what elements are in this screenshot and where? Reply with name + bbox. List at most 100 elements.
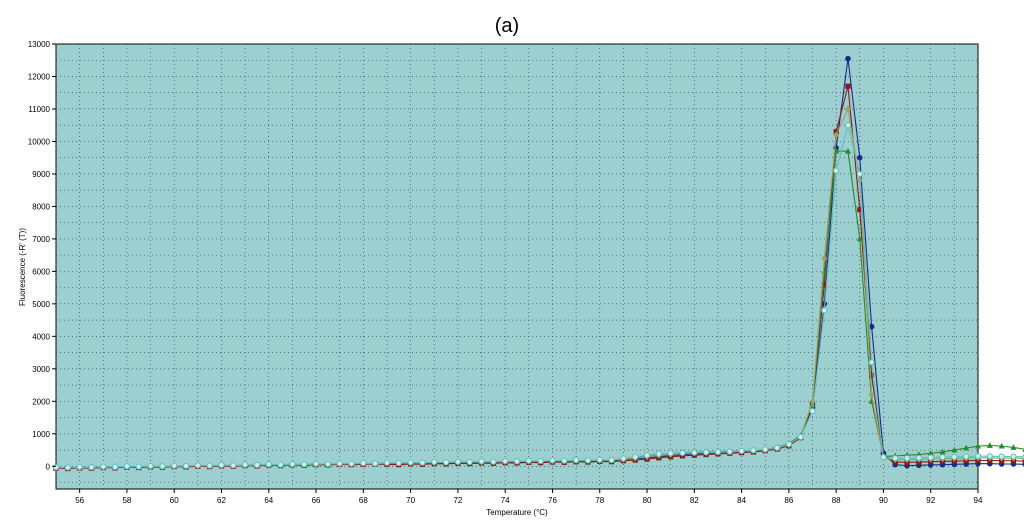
x-tick-label: 68 [359,496,368,505]
data-point [573,456,580,464]
data-point [762,446,769,453]
data-point [360,459,367,467]
data-point [892,455,899,462]
data-point [596,456,603,463]
x-tick-label: 82 [690,496,699,505]
data-point [868,359,875,366]
data-point [324,460,331,468]
x-tick-label: 62 [217,496,226,505]
data-point [869,372,875,378]
data-point [726,448,733,455]
data-point [407,459,414,466]
y-tick-label: 7000 [32,235,50,244]
y-tick-label: 5000 [32,300,50,309]
x-tick-label: 84 [737,496,746,505]
data-point [253,461,261,469]
data-point [998,442,1005,449]
data-point [998,453,1005,460]
data-point [242,461,249,468]
x-tick-label: 76 [548,496,557,505]
data-point [336,460,343,467]
data-point [927,450,934,456]
data-point [821,255,828,262]
data-point [265,461,272,468]
y-tick-label: 8000 [32,202,50,211]
data-point [927,454,934,461]
data-point [230,462,237,469]
x-tick-label: 90 [879,496,888,505]
data-point [100,463,107,470]
data-point [868,391,875,399]
y-tick-label: 10000 [28,137,51,146]
x-axis-ticks: 56 58 60 62 64 66 68 70 72 74 76 78 80 82 84 86 88 90 92 94 [75,489,983,505]
y-axis-label: Fluorescence (-R' (T)) [18,228,27,306]
x-tick-label: 72 [453,496,462,505]
data-point [159,463,166,470]
data-point [986,442,993,448]
data-point [868,323,875,330]
data-point [974,453,982,460]
data-point [856,235,863,242]
data-point [915,454,922,461]
data-point [856,170,863,178]
series-5 [52,122,1024,471]
data-point [64,464,71,471]
data-point [502,457,509,465]
x-tick-label: 66 [312,496,321,505]
series-layer [52,55,1024,472]
data-point [951,453,958,460]
data-point [147,462,154,470]
data-point [383,459,391,466]
data-point [821,281,827,287]
data-point [289,460,296,468]
y-tick-label: 12000 [28,72,51,81]
y-tick-label: 6000 [32,267,50,276]
data-point [76,463,83,471]
data-point [785,441,792,448]
x-tick-label: 60 [170,496,179,505]
data-point [490,458,497,465]
data-point [52,464,60,471]
x-tick-label: 58 [122,496,131,505]
data-point [525,457,532,464]
x-tick-label: 64 [264,496,273,505]
data-point [608,456,615,464]
data-point [171,462,178,469]
data-point [856,154,863,161]
x-tick-label: 88 [832,496,841,505]
data-point [1010,444,1017,450]
x-tick-label: 86 [784,496,793,505]
chart-title: (a) [495,15,519,37]
y-tick-label: 4000 [32,332,50,341]
data-point [821,307,828,314]
data-point [194,462,201,469]
data-point [655,450,662,458]
data-point [348,460,355,467]
plot-area [55,43,979,490]
data-point [844,147,851,154]
data-point [632,453,639,460]
y-tick-label: 11000 [28,105,50,114]
data-point [206,462,213,469]
data-point [691,449,698,456]
data-point [277,461,284,468]
y-tick-label: 9000 [32,170,50,179]
data-point [442,459,450,466]
data-point [123,463,131,470]
y-tick-label: 3000 [32,365,50,374]
data-point [395,459,402,467]
grid-lines [55,43,979,489]
data-point [466,458,473,466]
data-point [857,207,863,213]
data-point [986,453,993,460]
data-point [549,457,556,464]
data-point [513,458,521,465]
x-tick-label: 94 [974,496,983,505]
data-point [844,105,851,113]
data-point [939,448,946,455]
data-point [537,457,544,465]
data-point [620,455,627,462]
y-tick-label: 0 [46,462,51,471]
data-point [135,463,142,470]
